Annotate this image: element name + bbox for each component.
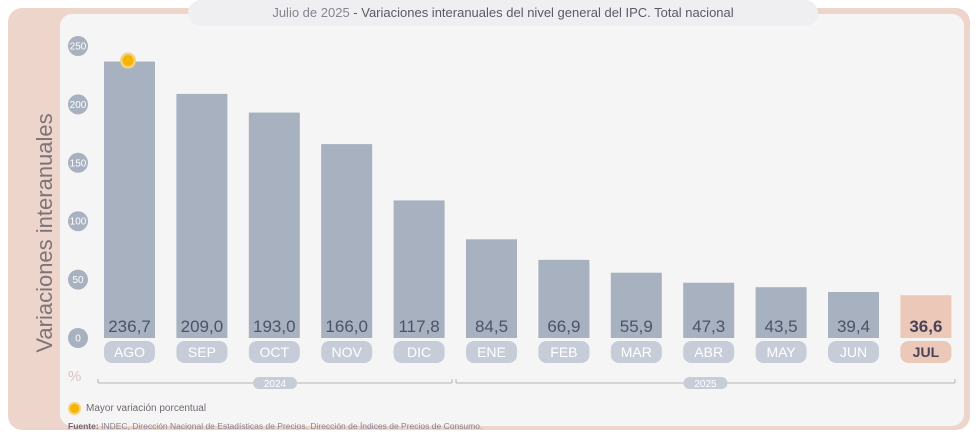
bar-oct	[248, 112, 300, 339]
category-label: ABR	[694, 344, 723, 360]
bar-mar	[610, 272, 662, 338]
y-tick-badge	[68, 36, 88, 56]
category-pill	[828, 341, 879, 363]
category-pill	[683, 341, 735, 363]
bar-jun	[828, 291, 879, 338]
y-tick-badge	[68, 328, 88, 348]
category-pill	[466, 341, 517, 363]
y-tick-label: 250	[70, 42, 87, 53]
category-pill	[610, 341, 662, 363]
bar-ene	[466, 239, 517, 338]
chart-title: Julio de 2025 - Variaciones interanuales…	[188, 0, 818, 26]
max-marker	[122, 55, 134, 67]
category-label: MAR	[621, 344, 652, 360]
bar-feb	[538, 259, 590, 338]
value-label: 55,9	[620, 317, 653, 336]
bar-dic	[393, 200, 445, 338]
category-pill	[393, 341, 445, 363]
value-label: 166,0	[325, 317, 368, 336]
value-label: 36,6	[909, 317, 942, 336]
category-pill	[176, 341, 228, 363]
legend: Mayor variación porcentual	[68, 402, 206, 415]
y-tick-label: 200	[70, 100, 87, 111]
category-label: SEP	[188, 344, 216, 360]
bar-may	[755, 287, 807, 338]
title-separator: -	[349, 5, 362, 20]
category-label: ENE	[477, 344, 506, 360]
max-marker-icon	[68, 402, 81, 415]
title-period: Julio de 2025	[272, 5, 350, 20]
percent-unit: %	[68, 368, 82, 385]
year-label: 2024	[264, 379, 287, 390]
value-label: 193,0	[253, 317, 296, 336]
category-pill	[321, 341, 373, 363]
year-label: 2025	[694, 379, 717, 390]
category-label: NOV	[332, 344, 363, 360]
category-pill	[248, 341, 300, 363]
category-pill	[104, 341, 155, 363]
category-label: DIC	[407, 344, 431, 360]
title-text: Variaciones interanuales del nivel gener…	[361, 5, 734, 20]
value-label: 117,8	[398, 317, 439, 336]
value-label: 39,4	[837, 317, 870, 336]
category-label: FEB	[550, 344, 577, 360]
value-label: 209,0	[181, 317, 224, 336]
category-pill	[755, 341, 807, 363]
category-label: MAY	[766, 344, 796, 360]
year-pill	[253, 377, 297, 389]
category-label: JUN	[840, 344, 867, 360]
year-pill	[683, 377, 728, 389]
bar-ago	[104, 61, 155, 339]
category-label: AGO	[114, 344, 145, 360]
category-pill	[900, 341, 952, 363]
value-label: 43,5	[765, 317, 798, 336]
bar-jul	[900, 295, 952, 338]
category-pill	[538, 341, 590, 363]
y-tick-label: 150	[70, 158, 87, 169]
bar-nov	[321, 144, 373, 338]
y-tick-label: 50	[72, 275, 84, 286]
y-tick-label: 0	[75, 334, 81, 345]
source-note: Fuente: INDEC, Dirección Nacional de Est…	[68, 421, 482, 431]
y-tick-badge	[68, 269, 88, 290]
category-label: OCT	[260, 344, 290, 360]
bar-sep	[176, 93, 228, 338]
y-tick-badge	[68, 94, 88, 115]
source-prefix: Fuente:	[68, 421, 99, 431]
value-label: 47,3	[692, 317, 725, 336]
source-text: INDEC, Dirección Nacional de Estadística…	[98, 421, 483, 431]
y-tick-label: 100	[70, 217, 87, 228]
bar-abr	[683, 282, 735, 338]
value-label: 66,9	[547, 317, 580, 336]
y-tick-badge	[68, 211, 88, 232]
y-tick-badge	[68, 152, 88, 173]
value-label: 236,7	[108, 317, 151, 336]
legend-label: Mayor variación porcentual	[86, 403, 207, 414]
value-label: 84,5	[475, 317, 508, 336]
category-label: JUL	[913, 344, 940, 360]
